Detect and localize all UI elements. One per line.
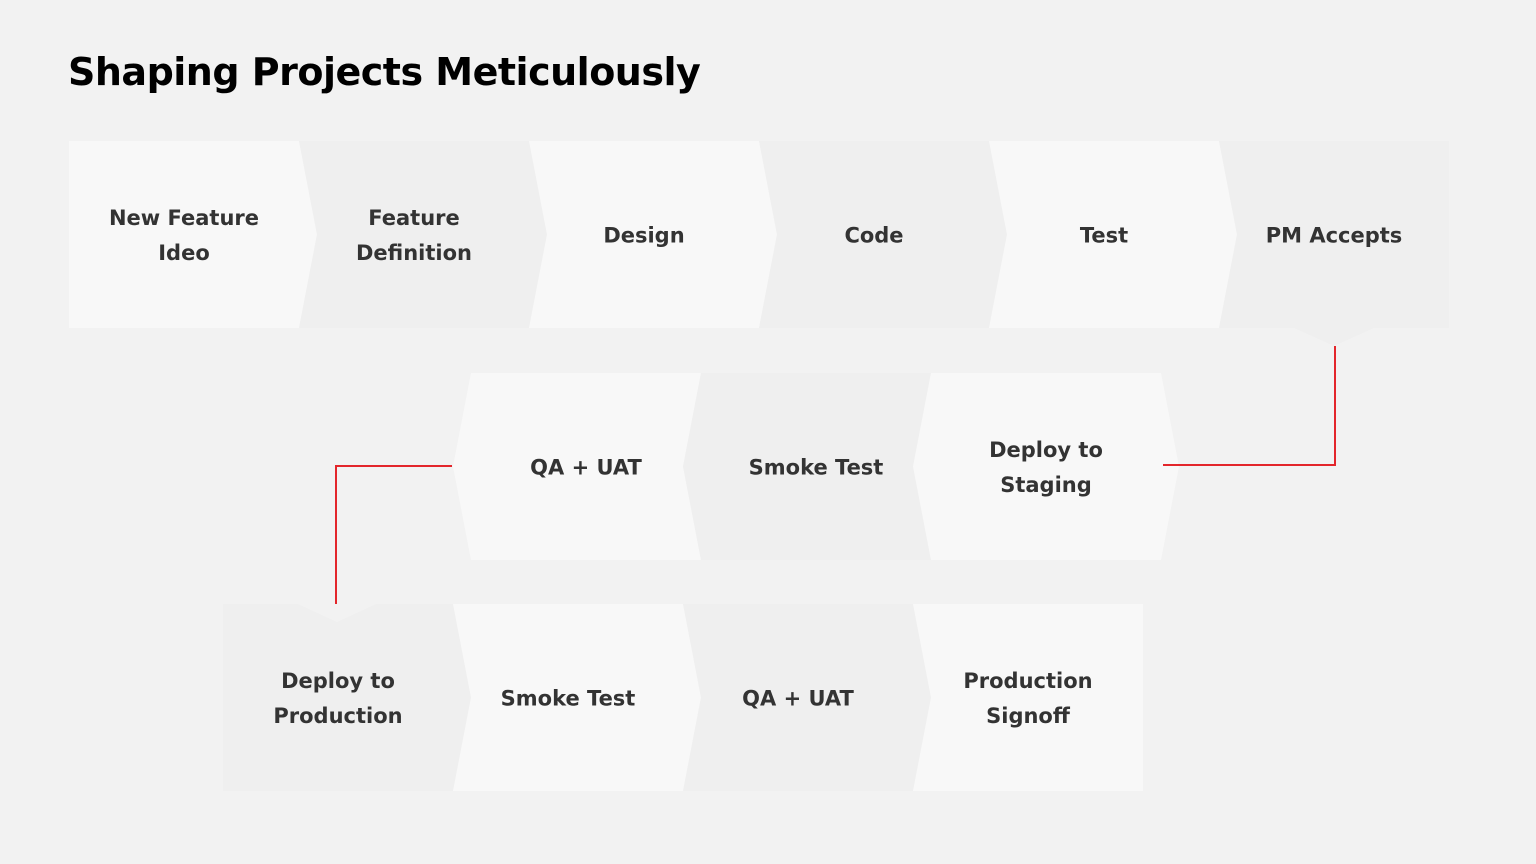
step-deploy-to-staging: Deploy to Staging bbox=[913, 373, 1179, 560]
step-test: Test bbox=[989, 141, 1237, 328]
flow-connectors bbox=[335, 346, 1336, 604]
step-chevron-shape bbox=[913, 373, 1179, 560]
step-qa-uat: QA + UAT bbox=[453, 373, 701, 560]
step-label: Definition bbox=[356, 241, 472, 265]
step-deploy-to-production: Deploy to Production bbox=[223, 604, 471, 791]
step-feature-definition: Feature Definition bbox=[299, 141, 547, 328]
pm-accepts-down-tab bbox=[1294, 328, 1374, 346]
step-label: Production bbox=[273, 704, 402, 728]
flow-row-2: QA + UAT Smoke Test Deploy to Staging bbox=[453, 373, 1179, 560]
step-label: QA + UAT bbox=[530, 456, 642, 480]
step-label: QA + UAT bbox=[742, 687, 854, 711]
step-chevron-shape bbox=[69, 141, 317, 328]
step-chevron-shape bbox=[989, 141, 1237, 328]
flow-row-1: New Feature Ideo Feature Definition Design Co… bbox=[69, 141, 1449, 328]
step-label: Smoke Test bbox=[501, 687, 636, 711]
step-smoke-test: Smoke Test bbox=[683, 373, 931, 560]
step-qa-uat: QA + UAT bbox=[683, 604, 931, 791]
step-label: Design bbox=[603, 224, 684, 248]
step-chevron-shape bbox=[529, 141, 777, 328]
step-label: Test bbox=[1080, 224, 1128, 248]
step-label: Smoke Test bbox=[749, 456, 884, 480]
step-pm-accepts: PM Accepts bbox=[1219, 141, 1449, 328]
step-chevron-shape bbox=[683, 373, 931, 560]
step-chevron-shape bbox=[453, 604, 701, 791]
step-new-feature-ideo: New Feature Ideo bbox=[69, 141, 317, 328]
step-chevron-shape bbox=[913, 604, 1143, 791]
step-label: Staging bbox=[1000, 473, 1092, 497]
step-label: Ideo bbox=[158, 241, 210, 265]
step-design: Design bbox=[529, 141, 777, 328]
connector-row2-to-row3 bbox=[335, 465, 452, 604]
step-chevron-shape bbox=[759, 141, 1007, 328]
step-label: Deploy to bbox=[281, 669, 395, 693]
flow-steps: New Feature Ideo Feature Definition Design Co… bbox=[69, 141, 1449, 791]
step-label: Code bbox=[844, 224, 903, 248]
step-chevron-shape bbox=[223, 604, 471, 791]
step-chevron-shape bbox=[299, 141, 547, 328]
step-production-signoff: Production Signoff bbox=[913, 604, 1143, 791]
flow-row-3: Deploy to Production Smoke Test QA + UAT Pro… bbox=[223, 604, 1143, 791]
deploy-production-top-notch bbox=[298, 604, 376, 622]
connector-row1-to-row2 bbox=[1163, 346, 1336, 466]
step-label: Feature bbox=[368, 206, 460, 230]
page-title: Shaping Projects Meticulously bbox=[68, 50, 701, 94]
step-chevron-shape bbox=[1219, 141, 1449, 328]
step-chevron-shape bbox=[453, 373, 701, 560]
step-label: New Feature bbox=[109, 206, 259, 230]
step-chevron-shape bbox=[683, 604, 931, 791]
step-smoke-test: Smoke Test bbox=[453, 604, 701, 791]
step-label: PM Accepts bbox=[1266, 224, 1403, 248]
step-label: Signoff bbox=[986, 704, 1071, 728]
step-label: Deploy to bbox=[989, 438, 1103, 462]
step-label: Production bbox=[963, 669, 1092, 693]
step-code: Code bbox=[759, 141, 1007, 328]
